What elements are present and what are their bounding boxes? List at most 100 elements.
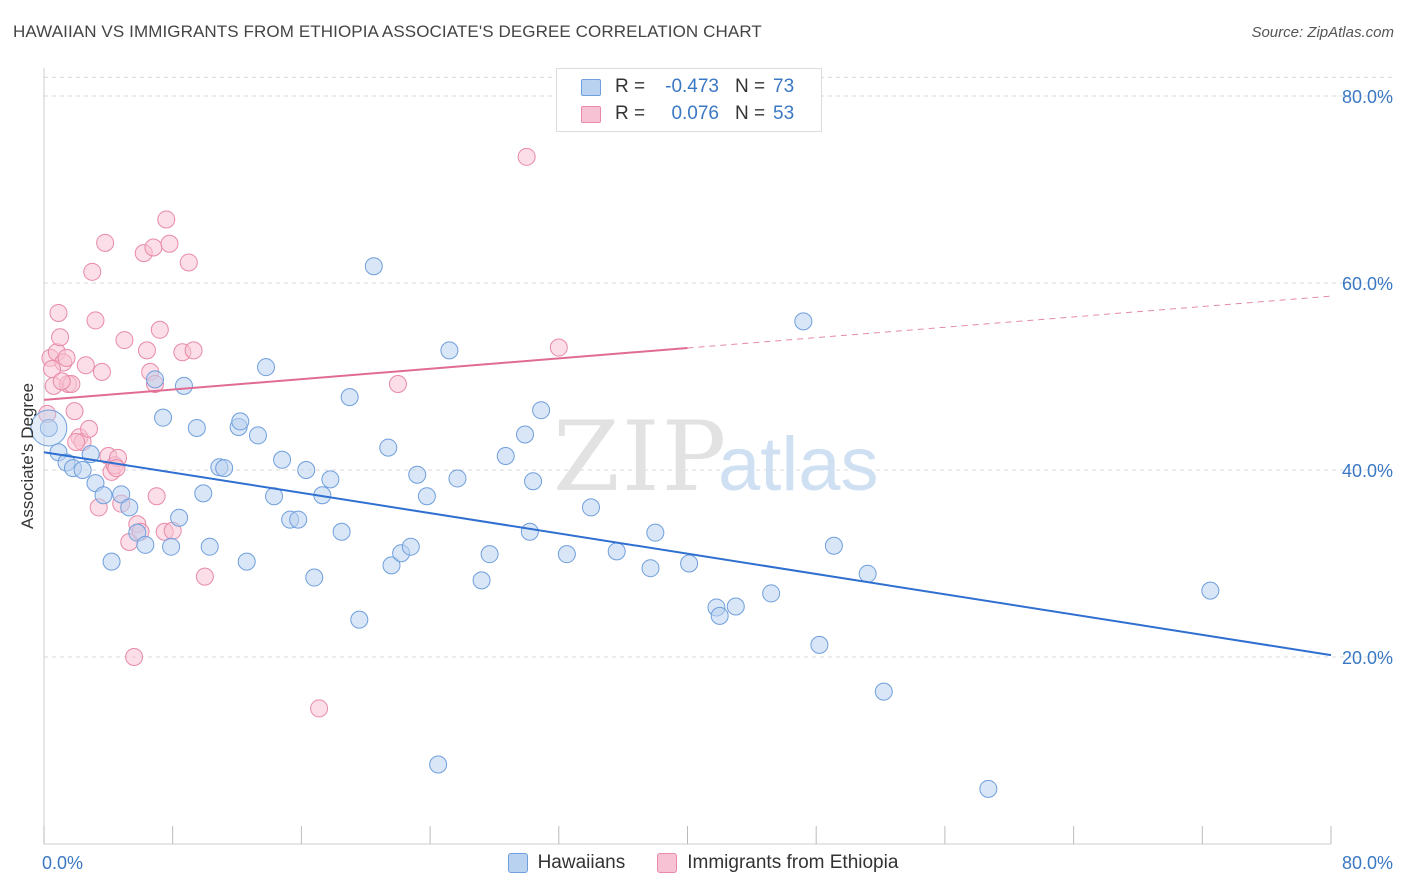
y-tick-label: 80.0% <box>1342 87 1393 107</box>
data-point <box>76 356 95 375</box>
data-point <box>195 567 214 586</box>
watermark: ZIP atlas <box>553 401 879 513</box>
data-point <box>248 426 267 445</box>
data-point <box>273 450 292 469</box>
data-point <box>65 402 84 421</box>
data-point <box>154 408 173 427</box>
data-point <box>150 320 169 339</box>
trend-line-ethiopia <box>43 347 688 401</box>
data-point <box>43 360 62 379</box>
data-point <box>762 584 781 603</box>
data-point <box>824 536 843 555</box>
data-point <box>448 469 467 488</box>
data-point <box>297 461 316 480</box>
x-axis-ticks <box>43 826 1332 844</box>
data-point <box>136 535 155 554</box>
watermark-zip: ZIP <box>553 401 728 513</box>
data-point <box>524 472 543 491</box>
data-point <box>680 554 699 573</box>
data-point <box>472 571 491 590</box>
watermark-atlas: atlas <box>718 422 879 507</box>
chart-title: HAWAIIAN VS IMMIGRANTS FROM ETHIOPIA ASS… <box>13 22 762 41</box>
data-point <box>289 510 308 529</box>
data-point <box>496 447 515 465</box>
legend-item-hawaiians[interactable]: Hawaiians <box>507 852 625 874</box>
data-point <box>332 522 351 541</box>
data-point <box>215 459 234 478</box>
data-point <box>200 537 219 556</box>
series-legend: Hawaiians Immigrants from Ethiopia <box>0 852 1406 874</box>
y-tick-label: 20.0% <box>1342 648 1393 668</box>
stats-row-hawaiians: R = -0.473 N = 73 <box>581 74 794 100</box>
data-point <box>388 375 407 394</box>
series-immigrants-from-ethiopia <box>38 147 568 718</box>
trend-line-hawaiians <box>43 451 1332 657</box>
legend-swatch-pink <box>657 853 678 873</box>
data-point <box>532 401 551 420</box>
data-point <box>340 388 359 407</box>
data-point <box>710 606 729 625</box>
data-point <box>350 610 369 629</box>
stats-legend: R = -0.473 N = 73 R = 0.076 N = 53 <box>556 68 822 132</box>
data-point <box>382 556 401 575</box>
n-value: 73 <box>773 76 795 97</box>
source-label: Source: ZipAtlas.com <box>1251 24 1394 41</box>
data-point <box>137 341 156 360</box>
data-point <box>86 311 105 330</box>
data-point <box>408 465 427 484</box>
data-point <box>231 412 250 431</box>
data-point <box>80 419 99 438</box>
legend-item-ethiopia[interactable]: Immigrants from Ethiopia <box>657 852 898 874</box>
x-tick-label-min: 0.0% <box>42 853 83 873</box>
data-point-large <box>30 409 68 447</box>
n-label: N = <box>735 76 766 97</box>
data-point <box>52 372 71 391</box>
data-point <box>581 498 600 517</box>
data-point <box>549 338 568 357</box>
data-point <box>144 238 163 257</box>
data-point <box>310 699 329 718</box>
data-point <box>184 341 203 360</box>
data-point <box>858 564 877 583</box>
data-point <box>417 487 436 506</box>
data-point <box>179 253 198 272</box>
data-point <box>67 432 86 451</box>
data-point <box>147 487 166 506</box>
data-point <box>557 545 576 564</box>
data-point <box>480 545 499 564</box>
data-point <box>174 376 193 395</box>
data-point <box>157 210 176 229</box>
data-point <box>120 498 139 517</box>
n-value: 53 <box>773 103 795 124</box>
data-point <box>94 486 113 505</box>
data-point <box>726 597 745 616</box>
data-point <box>146 370 165 389</box>
legend-swatch-blue <box>581 78 601 96</box>
data-point <box>401 537 420 556</box>
data-point <box>162 537 181 556</box>
trend-lines <box>43 295 1332 657</box>
data-point <box>194 484 213 503</box>
data-point <box>321 470 340 489</box>
y-tick-label: 40.0% <box>1342 461 1393 481</box>
data-point <box>96 233 115 252</box>
data-point <box>517 147 536 166</box>
data-point <box>112 485 131 504</box>
data-point <box>170 508 189 527</box>
legend-swatch-blue <box>507 853 528 873</box>
data-point <box>51 328 70 347</box>
series-hawaiians <box>30 257 1220 798</box>
data-point <box>874 682 893 701</box>
y-tick-label: 60.0% <box>1342 274 1393 294</box>
data-point <box>73 461 92 480</box>
data-point <box>49 303 68 322</box>
data-point <box>364 257 383 276</box>
legend-swatch-pink <box>581 105 601 123</box>
n-label: N = <box>735 103 766 124</box>
x-tick-label-max: 80.0% <box>1342 853 1393 873</box>
data-point <box>83 262 102 281</box>
data-point <box>520 522 539 541</box>
data-point <box>440 341 459 360</box>
data-point <box>125 648 144 667</box>
